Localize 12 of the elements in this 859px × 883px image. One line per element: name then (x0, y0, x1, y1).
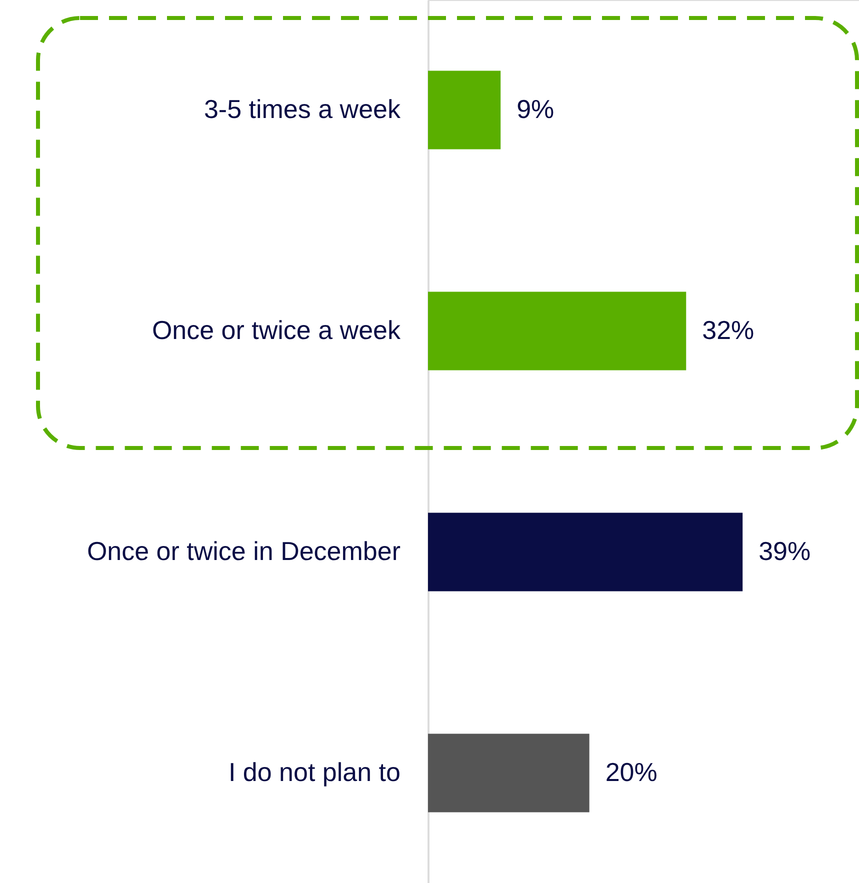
y-tick-label: Once or twice in December (86, 536, 401, 566)
y-tick-label: I do not plan to (228, 757, 400, 788)
data-label: 20% (605, 757, 658, 788)
y-tick-label: 3-5 times a week (204, 94, 402, 124)
bar (428, 512, 743, 592)
bar (428, 292, 686, 370)
data-label: 39% (758, 536, 811, 566)
bar (428, 70, 501, 150)
y-tick-label: Once or twice a week (152, 314, 402, 345)
data-label: 9% (516, 94, 554, 124)
bar (428, 734, 590, 812)
data-label: 32% (702, 314, 754, 345)
